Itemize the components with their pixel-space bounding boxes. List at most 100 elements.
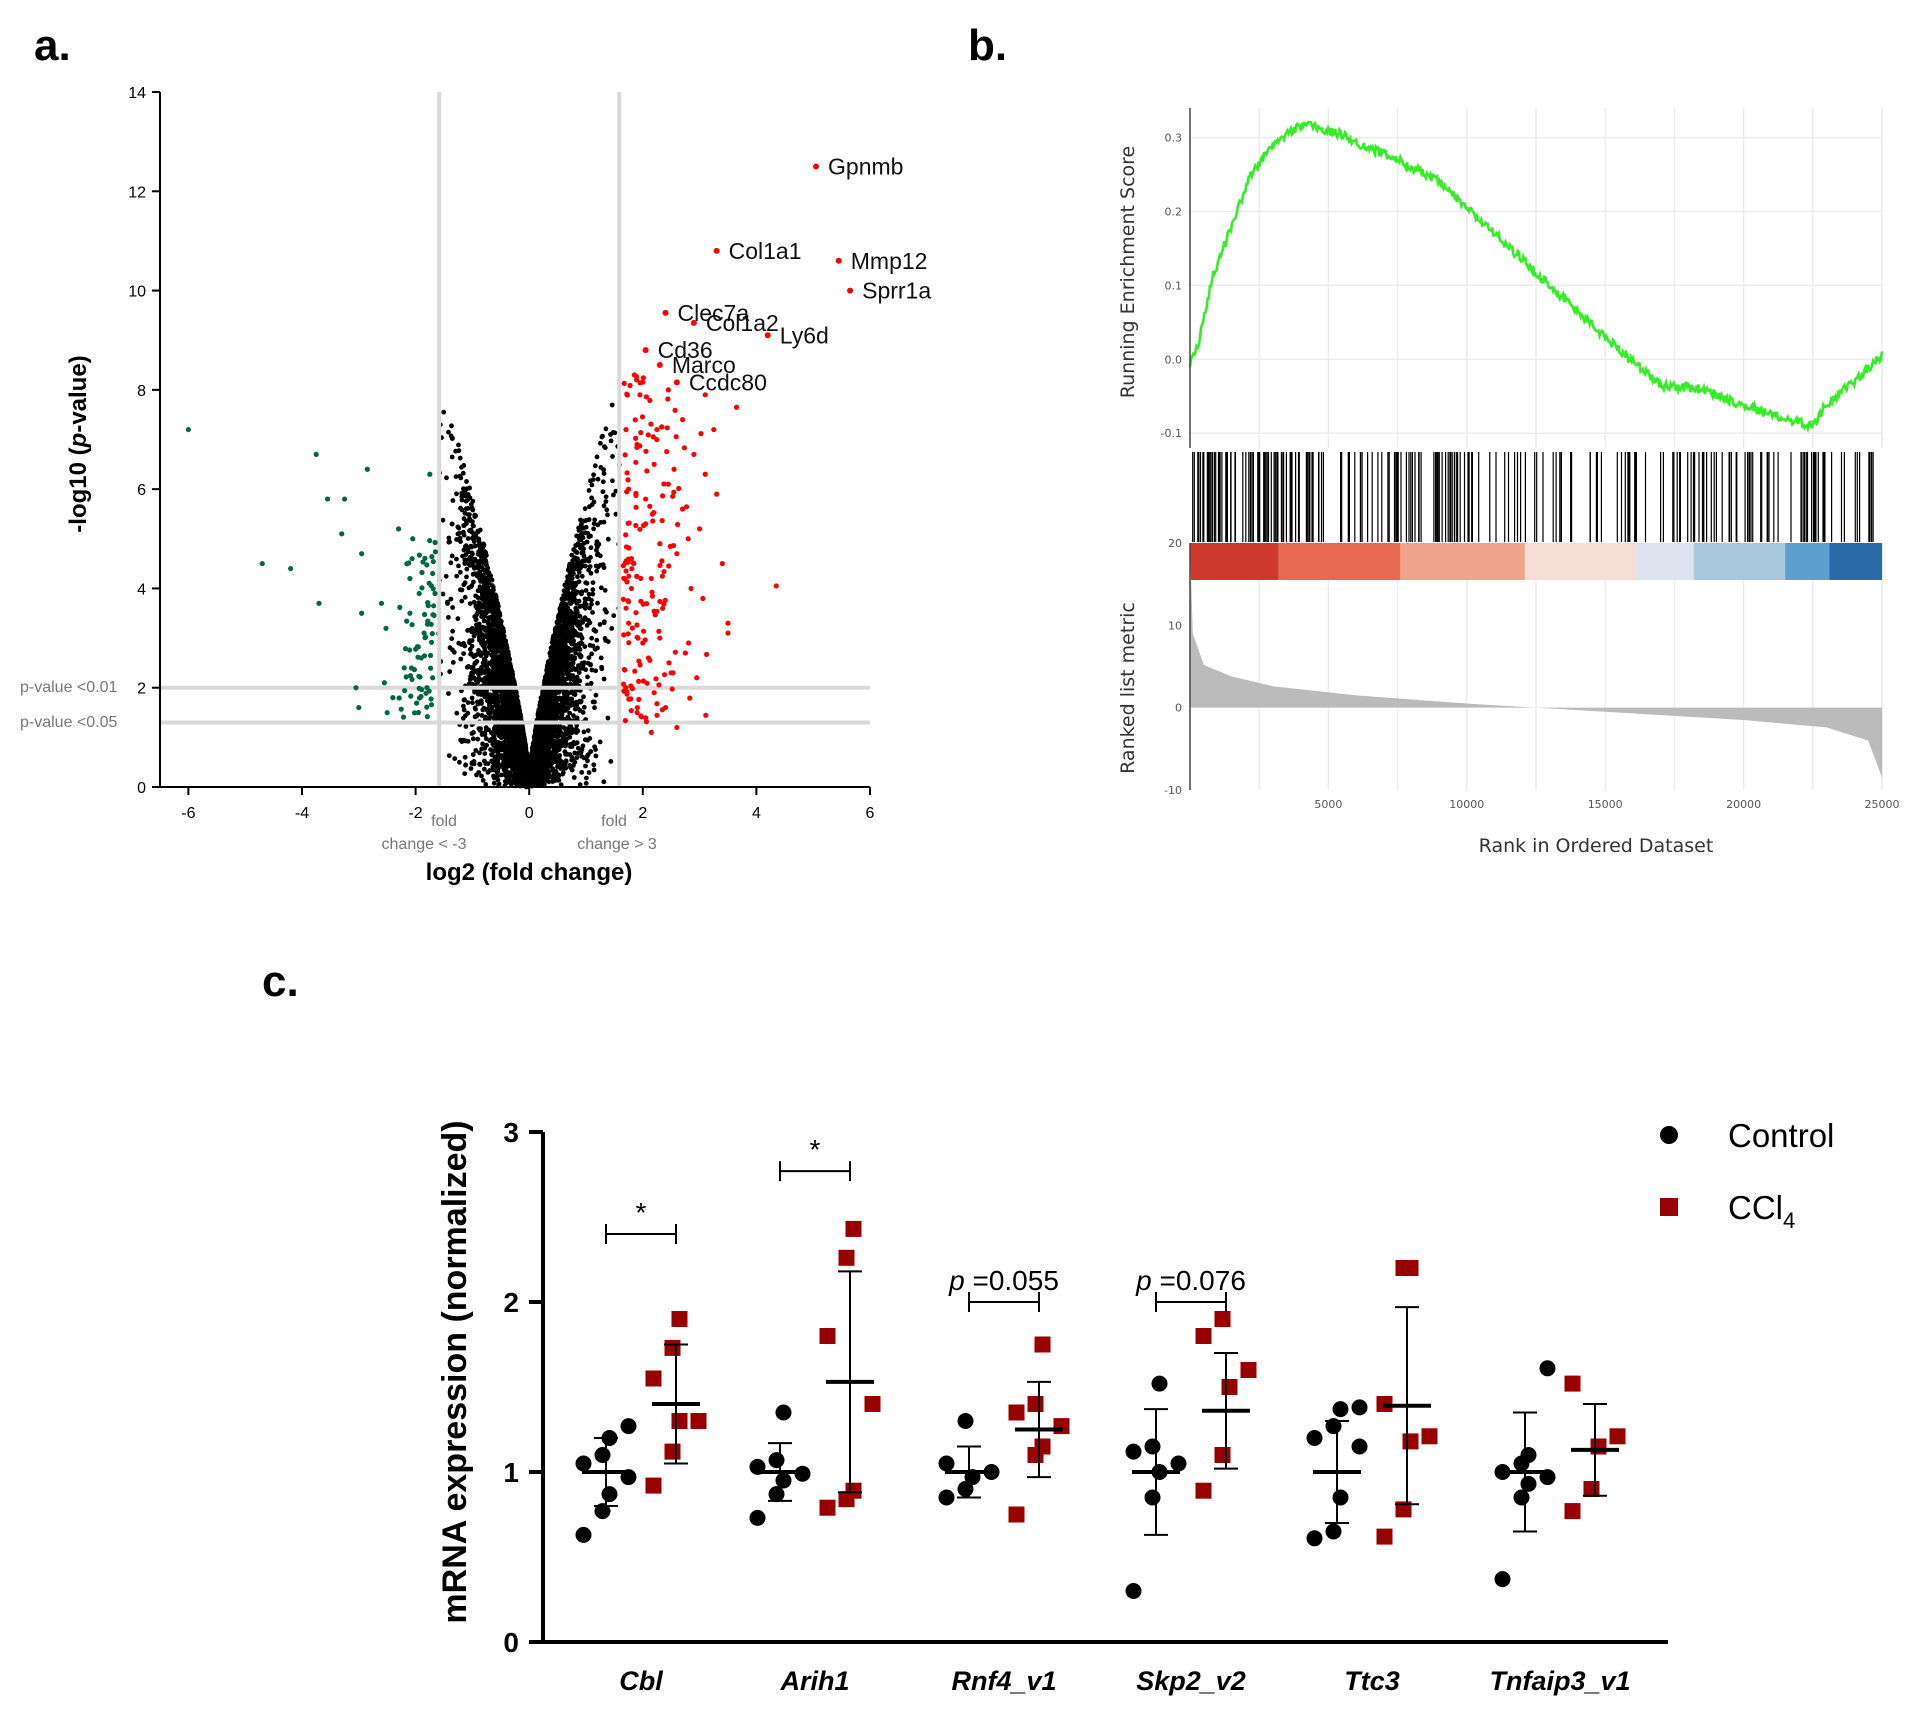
ns-point (446, 535, 452, 541)
ns-point (461, 707, 467, 713)
ns-point (567, 561, 573, 567)
ns-point (571, 713, 576, 719)
ns-point (481, 656, 487, 662)
ns-point (581, 660, 587, 666)
ns-point (602, 587, 608, 593)
ns-point (574, 667, 579, 672)
ns-point (557, 615, 563, 620)
ns-point (501, 758, 507, 764)
ns-point (568, 640, 574, 646)
ns-point (496, 648, 502, 654)
ns-point (558, 706, 563, 712)
ns-point (601, 779, 607, 785)
ns-point (556, 622, 562, 627)
ns-point (456, 525, 462, 531)
ns-point (583, 781, 589, 786)
ns-point (567, 710, 572, 716)
ns-point (496, 704, 502, 710)
ns-point (598, 520, 604, 525)
ns-point (448, 560, 454, 566)
ns-point (576, 641, 582, 647)
ns-point (486, 727, 491, 733)
ns-point (446, 615, 451, 620)
ns-point (593, 628, 599, 634)
ns-point (561, 644, 567, 650)
ns-point (600, 479, 606, 485)
ns-point (580, 619, 586, 625)
ns-point (588, 680, 594, 686)
ns-point (578, 565, 583, 571)
ns-point (482, 645, 487, 651)
ns-point (461, 547, 467, 553)
ns-point (480, 778, 486, 783)
ns-point (499, 772, 504, 778)
ns-point (581, 694, 586, 700)
ns-point (563, 758, 569, 764)
ns-point (581, 704, 587, 710)
ns-point (470, 523, 476, 528)
ns-point (472, 556, 478, 562)
ns-point (598, 440, 603, 446)
ns-point (504, 764, 509, 770)
ns-point (580, 743, 586, 749)
ns-point (462, 561, 468, 566)
ns-point (592, 463, 598, 469)
ns-point (476, 667, 482, 673)
ns-point (470, 700, 475, 706)
ns-point (587, 642, 593, 648)
ns-point (448, 596, 454, 602)
ns-point (613, 511, 619, 517)
ns-point (468, 584, 474, 590)
ns-point (461, 523, 467, 528)
ns-point (592, 517, 598, 523)
ns-point (453, 474, 459, 479)
ns-point (579, 573, 585, 579)
ns-point (468, 651, 474, 656)
ns-point (495, 671, 501, 677)
ns-point (585, 758, 590, 764)
ns-point (557, 611, 563, 616)
ns-point (488, 573, 493, 579)
ns-point (582, 644, 588, 649)
ns-point (584, 580, 590, 586)
ns-point (552, 694, 558, 699)
ns-point (575, 541, 581, 546)
ns-point (603, 494, 609, 500)
ns-point (575, 745, 581, 751)
ns-point (462, 580, 468, 586)
ns-point (500, 689, 506, 695)
ns-point (457, 455, 463, 461)
ns-point (591, 526, 596, 532)
ns-point (486, 615, 491, 621)
ns-point (469, 505, 475, 511)
ns-point (474, 772, 479, 778)
ns-point (579, 634, 584, 640)
ns-point (557, 674, 563, 680)
ns-point (479, 664, 484, 670)
ns-point (601, 471, 607, 476)
ns-point (593, 692, 599, 698)
ns-point (588, 545, 594, 551)
ns-point (567, 569, 572, 574)
ns-point (489, 752, 494, 757)
ns-point (601, 620, 607, 626)
ns-point (450, 498, 456, 503)
ns-point (491, 767, 497, 773)
ns-point (473, 617, 479, 623)
ns-point (574, 755, 580, 760)
ns-point (579, 589, 585, 595)
ns-point (463, 506, 469, 512)
ns-point (498, 693, 504, 698)
ns-point (483, 782, 489, 787)
ns-point (519, 734, 525, 740)
ns-point (441, 409, 447, 415)
ns-point (460, 553, 465, 559)
ns-point (480, 741, 485, 747)
ns-point (611, 613, 617, 619)
ns-point (577, 782, 583, 788)
ns-point (472, 714, 478, 720)
ns-point (578, 517, 583, 523)
ns-point (480, 660, 486, 666)
ns-point (485, 627, 491, 632)
ns-point (565, 633, 570, 638)
